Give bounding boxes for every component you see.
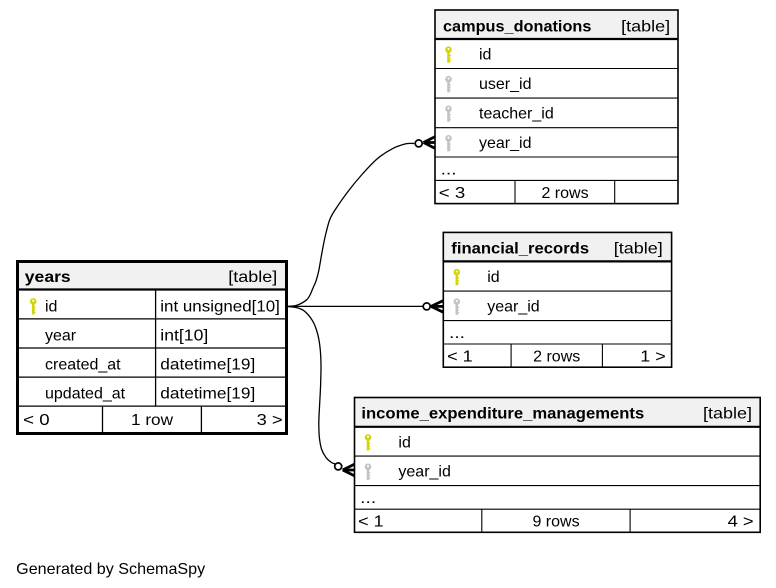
svg-text:< 3: < 3 [439, 185, 466, 202]
svg-text:campus_donations: campus_donations [443, 18, 591, 35]
svg-text:financial_records: financial_records [451, 240, 589, 257]
svg-text:4 >: 4 > [728, 514, 754, 531]
svg-text:updated_at: updated_at [45, 386, 126, 403]
svg-text:int unsigned[10]: int unsigned[10] [160, 298, 280, 315]
svg-text:id: id [479, 47, 491, 64]
svg-text:2 rows: 2 rows [533, 348, 580, 365]
svg-text:[table]: [table] [228, 269, 277, 286]
svg-text:2 rows: 2 rows [541, 185, 588, 202]
svg-text:year_id: year_id [479, 135, 531, 152]
svg-text:< 0: < 0 [23, 412, 50, 429]
svg-text:years: years [25, 269, 71, 286]
svg-text:year: year [45, 328, 77, 345]
svg-text:int[10]: int[10] [160, 328, 208, 345]
svg-text:[table]: [table] [703, 405, 752, 422]
svg-text:[table]: [table] [614, 240, 663, 257]
svg-text:user_id: user_id [479, 76, 531, 93]
svg-text:9 rows: 9 rows [532, 514, 579, 531]
svg-text:id: id [487, 269, 499, 286]
svg-text:year_id: year_id [398, 464, 450, 481]
svg-text:...: ... [449, 325, 465, 342]
svg-text:created_at: created_at [45, 357, 121, 374]
svg-text:1 >: 1 > [640, 348, 666, 365]
svg-text:< 1: < 1 [358, 514, 384, 531]
svg-text:[table]: [table] [621, 18, 670, 35]
svg-text:id: id [398, 434, 410, 451]
svg-text:1 row: 1 row [131, 412, 173, 429]
svg-text:datetime[19]: datetime[19] [160, 357, 255, 374]
svg-text:teacher_id: teacher_id [479, 106, 554, 123]
svg-text:...: ... [441, 162, 457, 179]
svg-text:...: ... [360, 490, 376, 507]
svg-text:income_expenditure_managements: income_expenditure_managements [361, 405, 644, 422]
svg-text:3 >: 3 > [257, 412, 283, 429]
svg-text:< 1: < 1 [447, 348, 473, 365]
svg-text:datetime[19]: datetime[19] [160, 386, 255, 403]
svg-text:Generated by SchemaSpy: Generated by SchemaSpy [16, 561, 205, 578]
svg-text:id: id [45, 298, 57, 315]
svg-text:year_id: year_id [487, 299, 539, 316]
